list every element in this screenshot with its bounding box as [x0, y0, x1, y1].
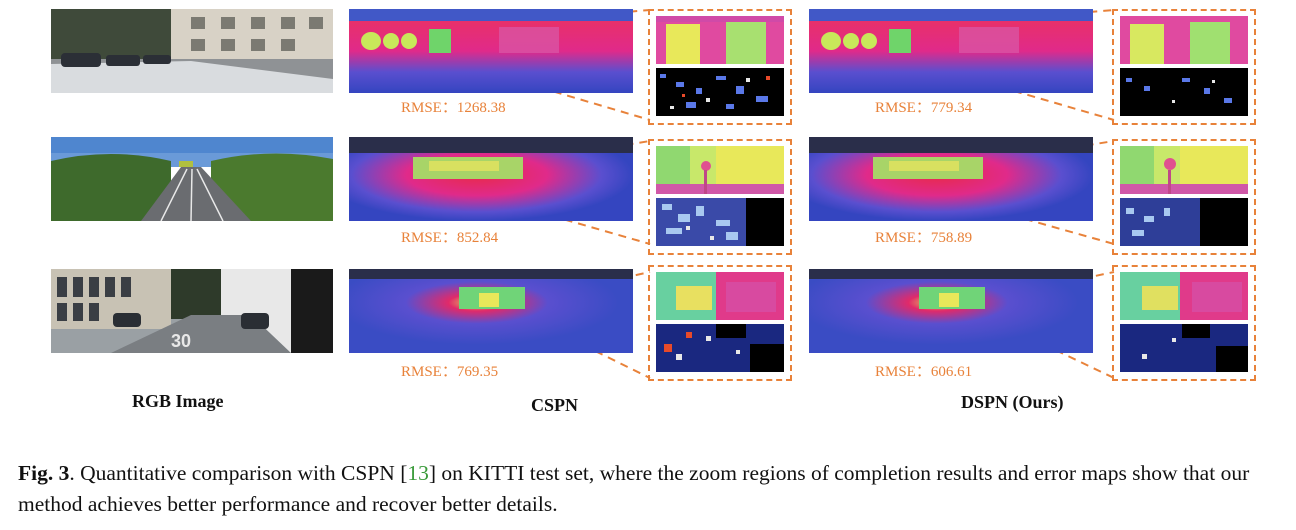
- cspn-column-label: CSPN: [531, 395, 579, 415]
- dspn-zoom-box-row-3: [1112, 265, 1256, 381]
- road-marking: 30: [171, 331, 191, 351]
- rgb-image-row-3: 30: [51, 269, 333, 353]
- caption-text-post: ] on KITTI test set, where the zoom regi…: [18, 461, 1250, 516]
- rgb-image-row-1: [51, 9, 333, 93]
- cspn-zoom-error-row-2: [656, 198, 784, 246]
- cspn-zoom-depth-row-2: [656, 146, 784, 194]
- cspn-zoom-error-row-3: [656, 324, 784, 372]
- cspn-depth-row-3: [349, 269, 633, 353]
- figure-caption: Fig. 3. Quantitative comparison with CSP…: [18, 458, 1288, 520]
- citation-link[interactable]: 13: [407, 461, 429, 485]
- dspn-zoom-box-row-2: [1112, 139, 1256, 255]
- dspn-zoom-error-row-2: [1120, 198, 1248, 246]
- cspn-zoom-error-row-1: [656, 68, 784, 116]
- dspn-zoom-depth-row-1: [1120, 16, 1248, 64]
- dspn-rmse-row-2: RMSE：758.89: [875, 230, 973, 246]
- cspn-depth-row-2: [349, 137, 633, 221]
- cspn-rmse-row-2: RMSE：852.84: [401, 230, 499, 246]
- cspn-rmse-row-3: RMSE：769.35: [401, 364, 499, 380]
- dspn-zoom-error-row-3: [1120, 324, 1248, 372]
- cspn-zoom-depth-row-1: [656, 16, 784, 64]
- figure-number: Fig. 3: [18, 461, 70, 485]
- dspn-depth-row-2: [809, 137, 1093, 221]
- rgb-image-row-2: [51, 137, 333, 221]
- dspn-rmse-row-3: RMSE：606.61: [875, 364, 973, 380]
- cspn-depth-row-1: [349, 9, 633, 93]
- caption-text-pre: . Quantitative comparison with CSPN [: [69, 461, 408, 485]
- dspn-zoom-depth-row-3: [1120, 272, 1248, 320]
- cspn-rmse-row-1: RMSE：1268.38: [401, 100, 506, 116]
- dspn-column-label: DSPN (Ours): [961, 392, 1064, 412]
- dspn-zoom-error-row-1: [1120, 68, 1248, 116]
- dspn-zoom-box-row-1: [1112, 9, 1256, 125]
- dspn-rmse-row-1: RMSE：779.34: [875, 100, 973, 116]
- cspn-zoom-box-row-1: [648, 9, 792, 125]
- cspn-zoom-box-row-2: [648, 139, 792, 255]
- dspn-depth-row-3: [809, 269, 1093, 353]
- cspn-zoom-depth-row-3: [656, 272, 784, 320]
- dspn-zoom-depth-row-2: [1120, 146, 1248, 194]
- rgb-column-label: RGB Image: [132, 391, 224, 411]
- dspn-depth-row-1: [809, 9, 1093, 93]
- cspn-zoom-box-row-3: [648, 265, 792, 381]
